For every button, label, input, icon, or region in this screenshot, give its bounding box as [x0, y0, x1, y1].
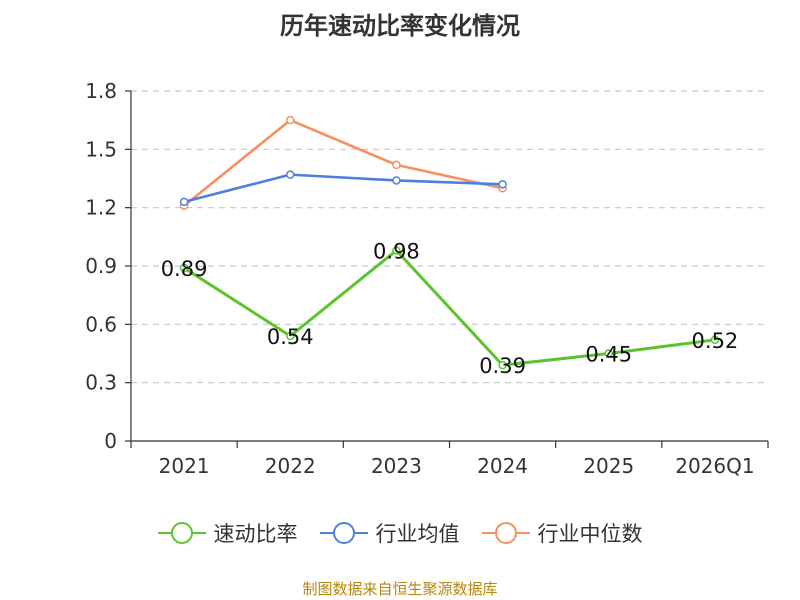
- legend-label-industry-mean: 行业均值: [375, 522, 460, 546]
- data-point-0: [498, 360, 507, 370]
- series-line-2: [183, 118, 503, 207]
- x-tick-label: 2021: [159, 454, 210, 478]
- data-label: 0.54: [267, 325, 314, 349]
- legend-swatch-industry-mean: [319, 522, 368, 544]
- chart-title: 历年速动比率变化情况: [280, 12, 520, 40]
- data-point-1: [286, 170, 295, 179]
- series-line-0: [183, 248, 716, 367]
- y-tick-label: 1.5: [85, 137, 117, 161]
- data-label: 0.52: [692, 329, 739, 353]
- data-point-2: [392, 160, 401, 170]
- x-tick-label: 2026Q1: [675, 454, 754, 478]
- data-point-1: [498, 180, 507, 189]
- legend-label-quick-ratio: 速动比率: [213, 522, 298, 546]
- y-tick-label: 1.2: [85, 196, 117, 220]
- data-point-1: [179, 197, 189, 207]
- y-tick-label: 1.8: [85, 79, 117, 103]
- data-label: 0.39: [479, 354, 526, 378]
- legend-swatch-industry-median: [481, 522, 530, 544]
- data-point-0: [179, 263, 189, 273]
- x-tick-label: 2023: [371, 454, 422, 478]
- x-tick-label: 2025: [583, 454, 634, 478]
- legend-swatch-quick-ratio: [157, 522, 206, 544]
- data-point-0: [710, 335, 720, 345]
- y-tick-label: 0.6: [85, 312, 117, 336]
- data-point-2: [286, 115, 295, 125]
- data-point-1: [392, 176, 401, 185]
- y-tick-label: 0: [104, 429, 117, 453]
- data-label: 0.98: [373, 239, 420, 263]
- y-tick-label: 0.9: [85, 254, 117, 278]
- x-tick-label: 2022: [265, 454, 316, 478]
- legend-item-industry-mean[interactable]: 行业均值: [319, 518, 460, 548]
- series-line-1: [183, 173, 503, 204]
- legend-item-industry-median[interactable]: 行业中位数: [481, 518, 643, 548]
- legend-label-industry-median: 行业中位数: [537, 522, 643, 546]
- data-source-note: 制图数据来自恒生聚源数据库: [302, 580, 498, 598]
- x-tick-label: 2024: [477, 454, 528, 478]
- data-label: 0.45: [585, 343, 632, 367]
- data-point-0: [286, 331, 295, 341]
- data-point-0: [392, 246, 401, 255]
- data-point-0: [604, 349, 613, 358]
- y-tick-label: 0.3: [85, 371, 117, 395]
- data-label: 0.89: [161, 257, 208, 281]
- legend: 速动比率 行业均值 行业中位数: [0, 518, 800, 548]
- legend-item-quick-ratio[interactable]: 速动比率: [157, 518, 298, 548]
